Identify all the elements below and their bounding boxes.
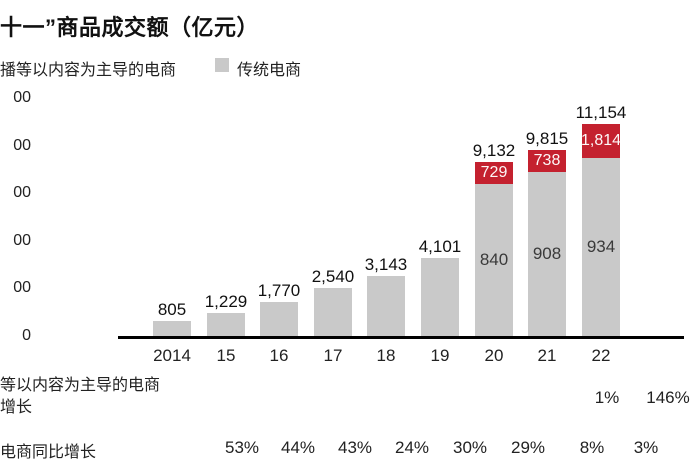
y-tick-label: 00 [13, 279, 31, 296]
bar-segment-red-label: 729 [480, 164, 508, 181]
x-axis-label-20: 20 [484, 346, 504, 365]
bar-segment-red-label: 1,814 [582, 132, 620, 149]
bar-segment-traditional [367, 276, 405, 336]
bar-segment-traditional [260, 302, 298, 336]
x-axis-label-19: 19 [430, 346, 450, 365]
bar-segment-red-label: 738 [533, 152, 561, 169]
growth-row1-value: 1% [594, 388, 620, 407]
bar-segment-content-ecommerce: 738 [528, 150, 566, 172]
bar-segment-traditional: 934 [582, 158, 620, 336]
bar-group-20: 729 840 [475, 162, 513, 336]
bar-segment-traditional [421, 258, 459, 336]
y-tick-label: 00 [13, 184, 31, 201]
growth-row1-value: 146% [646, 388, 690, 407]
bar-group-15 [207, 313, 245, 336]
legend-swatch-traditional [215, 58, 229, 72]
y-tick-label: 00 [13, 231, 31, 249]
growth-row1-label-line2: 增长 [0, 399, 33, 416]
bar-segment-content-ecommerce: 729 [475, 162, 513, 184]
x-axis-label-18: 18 [376, 346, 396, 365]
x-axis-label-17: 17 [323, 346, 343, 365]
growth-row2-value: 44% [280, 438, 316, 457]
x-axis-line [118, 336, 684, 339]
bar-group-22: 1,814 934 [582, 124, 620, 336]
bar-segment-traditional [207, 313, 245, 336]
bar-group-16 [260, 302, 298, 336]
bar-segment-traditional [314, 288, 352, 336]
growth-row2-label: 电商同比增长 [0, 444, 97, 461]
bar-total-label: 4,101 [418, 237, 462, 256]
bar-segment-gray-label: 840 [479, 250, 509, 269]
growth-row1-label-line1: 等以内容为主导的电商 [0, 377, 161, 394]
bar-group-17 [314, 288, 352, 336]
x-axis-label-2014: 2014 [153, 346, 191, 365]
bar-total-label: 11,154 [575, 103, 627, 122]
bar-segment-traditional: 908 [528, 172, 566, 336]
chart-title: 十一”商品成交额（亿元） [0, 15, 260, 40]
growth-row2-value: 24% [394, 438, 430, 457]
growth-row2-value: 29% [510, 438, 546, 457]
bar-total-label: 9,815 [525, 129, 569, 148]
x-axis-label-15: 15 [216, 346, 236, 365]
bar-group-19 [421, 258, 459, 336]
bar-total-label: 1,229 [204, 292, 248, 311]
bar-segment-traditional: 840 [475, 184, 513, 336]
growth-row2-value: 43% [337, 438, 373, 457]
bar-total-label: 805 [157, 300, 187, 319]
bar-segment-gray-label: 934 [586, 237, 616, 256]
x-axis-label-16: 16 [269, 346, 289, 365]
bar-group-2014 [153, 321, 191, 336]
y-tick-label: 00 [13, 136, 31, 154]
growth-row2-value: 53% [224, 438, 260, 457]
bar-total-label: 1,770 [257, 281, 301, 300]
bar-total-label: 3,143 [364, 255, 408, 274]
x-axis-label-22: 22 [591, 346, 611, 365]
x-axis-label-21: 21 [537, 346, 557, 365]
growth-row2-value: 3% [633, 438, 659, 457]
legend-label-traditional: 传统电商 [237, 62, 302, 79]
bar-total-label: 2,540 [311, 267, 355, 286]
bar-segment-gray-label: 908 [532, 244, 562, 263]
bar-group-18 [367, 276, 405, 336]
bar-segment-traditional [153, 321, 191, 336]
growth-row2-value: 30% [452, 438, 488, 457]
bar-total-label: 9,132 [472, 141, 516, 160]
legend-label-content-ecommerce: 播等以内容为主导的电商 [0, 62, 177, 79]
bar-segment-content-ecommerce: 1,814 [582, 124, 620, 158]
growth-row2-value: 8% [579, 438, 605, 457]
y-tick-label: 0 [22, 326, 31, 344]
y-tick-label: 00 [13, 89, 31, 106]
bar-group-21: 738 908 [528, 150, 566, 336]
